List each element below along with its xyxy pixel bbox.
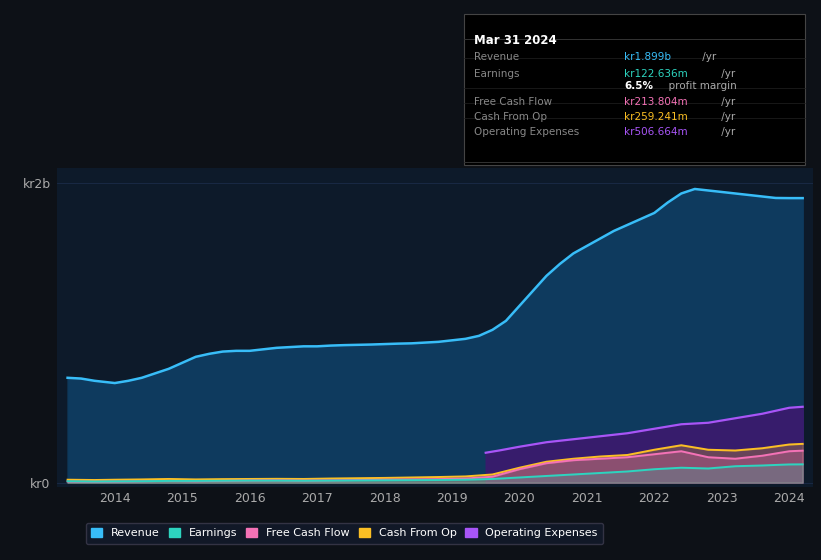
- Text: profit margin: profit margin: [662, 81, 736, 91]
- Text: Operating Expenses: Operating Expenses: [474, 127, 579, 137]
- Text: kr213.804m: kr213.804m: [624, 97, 687, 107]
- Text: Cash From Op: Cash From Op: [474, 112, 547, 122]
- Legend: Revenue, Earnings, Free Cash Flow, Cash From Op, Operating Expenses: Revenue, Earnings, Free Cash Flow, Cash …: [85, 522, 603, 544]
- Text: 6.5%: 6.5%: [624, 81, 653, 91]
- Text: /yr: /yr: [718, 69, 736, 79]
- Text: Revenue: Revenue: [474, 52, 519, 62]
- Text: Free Cash Flow: Free Cash Flow: [474, 97, 552, 107]
- Text: /yr: /yr: [718, 112, 736, 122]
- Text: Earnings: Earnings: [474, 69, 519, 79]
- Text: /yr: /yr: [718, 127, 736, 137]
- Text: kr259.241m: kr259.241m: [624, 112, 688, 122]
- Text: /yr: /yr: [699, 52, 717, 62]
- Text: /yr: /yr: [718, 97, 736, 107]
- Text: kr122.636m: kr122.636m: [624, 69, 688, 79]
- Text: Mar 31 2024: Mar 31 2024: [474, 34, 557, 46]
- Text: kr1.899b: kr1.899b: [624, 52, 671, 62]
- Text: kr506.664m: kr506.664m: [624, 127, 687, 137]
